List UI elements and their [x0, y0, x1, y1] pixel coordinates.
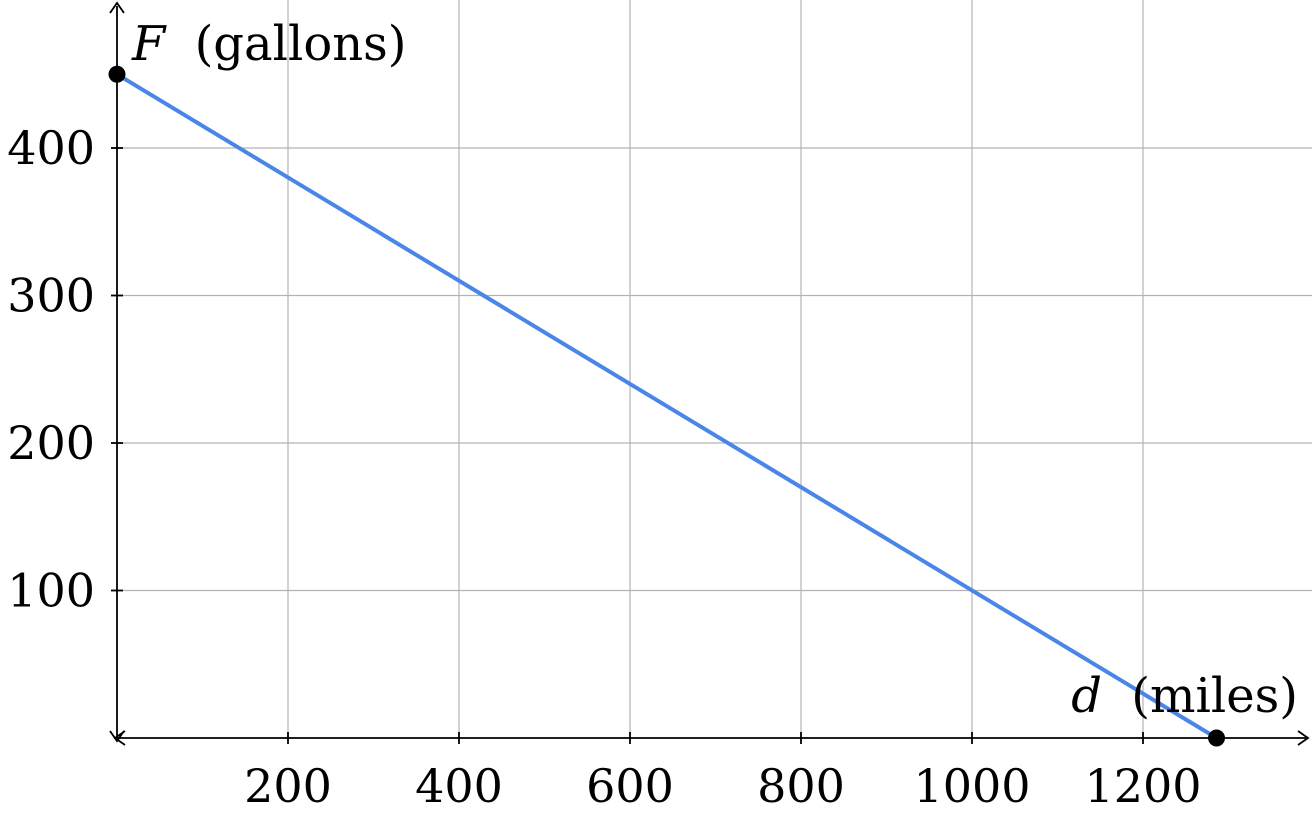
data-point — [1208, 729, 1226, 747]
y-tick-label: 200 — [7, 416, 95, 470]
y-axis-variable: F — [131, 16, 167, 72]
y-tick-label: 100 — [7, 564, 95, 618]
tick-labels: 200 400 600 800 1000 1200 100 200 300 400 — [7, 121, 1201, 813]
y-axis-unit: (gallons) — [195, 16, 407, 72]
x-tick-label: 800 — [757, 759, 845, 813]
x-axis-unit: (miles) — [1131, 668, 1298, 724]
x-tick-label: 600 — [586, 759, 674, 813]
series-line — [115, 72, 1219, 740]
x-axis-variable: d — [1071, 668, 1102, 724]
y-axis-arrow-bottom — [109, 730, 125, 743]
grid — [111, 0, 1312, 744]
y-axis-arrow-top — [109, 1, 125, 14]
series — [115, 72, 1219, 740]
x-tick-label: 1200 — [1084, 759, 1201, 813]
data-point — [108, 65, 126, 83]
axes — [109, 1, 1310, 746]
x-axis-title: d (miles) — [1071, 668, 1298, 724]
points — [108, 65, 1226, 747]
x-tick-label: 200 — [244, 759, 332, 813]
x-axis-arrow-right — [1297, 730, 1310, 746]
y-tick-label: 300 — [7, 269, 95, 323]
x-tick-label: 1000 — [913, 759, 1030, 813]
x-tick-label: 400 — [415, 759, 503, 813]
y-axis-title: F (gallons) — [131, 16, 407, 72]
y-tick-label: 400 — [7, 121, 95, 175]
